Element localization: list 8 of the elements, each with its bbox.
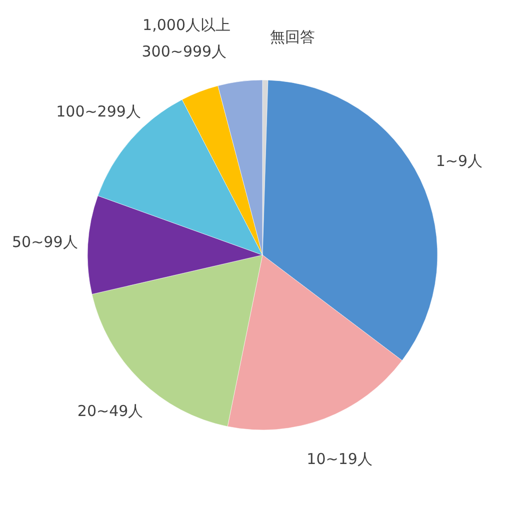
slice-label: 300~999人 [142,42,227,61]
slice-label: 10~19人 [306,450,372,468]
slice-label: 50~99人 [12,232,78,251]
slice-label: 無回答 [270,28,315,46]
slice-label: 100~299人 [56,102,141,120]
slice-label: 1~9人 [436,152,482,170]
slice-label: 20~49人 [77,402,144,420]
slice-label: 1,000人以上 [142,16,230,34]
